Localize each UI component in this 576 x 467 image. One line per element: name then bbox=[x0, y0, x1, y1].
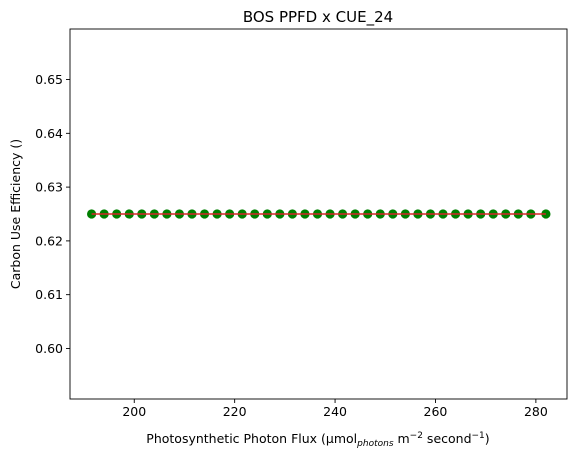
y-axis-ticks: 0.60 0.61 0.62 0.63 0.64 0.65 bbox=[35, 72, 70, 356]
x-axis-label-subscript: photons bbox=[356, 439, 394, 449]
x-axis-ticks: 200 220 240 260 280 bbox=[122, 399, 548, 419]
x-tick-label: 280 bbox=[524, 404, 548, 419]
x-tick-label: 240 bbox=[323, 404, 347, 419]
x-axis-label-sup1: −2 bbox=[410, 431, 423, 441]
x-axis-label: Photosynthetic Photon Flux (µmolphotons … bbox=[146, 431, 489, 449]
x-axis-label-mid: m bbox=[394, 431, 410, 446]
x-axis-label-mid2: second bbox=[423, 431, 472, 446]
x-tick-label: 200 bbox=[122, 404, 146, 419]
x-tick-label: 260 bbox=[424, 404, 448, 419]
chart-title: BOS PPFD x CUE_24 bbox=[243, 8, 393, 27]
x-axis-label-prefix: Photosynthetic Photon Flux (µmol bbox=[146, 431, 357, 446]
y-tick-label: 0.65 bbox=[35, 72, 63, 87]
data-marks bbox=[86, 209, 551, 219]
y-axis-label: Carbon Use Efficiency () bbox=[8, 139, 23, 289]
plot-frame bbox=[69, 28, 568, 400]
y-tick-label: 0.63 bbox=[35, 180, 63, 195]
y-tick-label: 0.60 bbox=[35, 341, 63, 356]
x-tick-label: 220 bbox=[223, 404, 247, 419]
x-axis-label-suffix: ) bbox=[485, 431, 490, 446]
x-axis-label-sup2: −1 bbox=[472, 431, 485, 441]
y-tick-label: 0.61 bbox=[35, 287, 63, 302]
y-tick-label: 0.62 bbox=[35, 233, 63, 248]
y-tick-label: 0.64 bbox=[35, 126, 63, 141]
